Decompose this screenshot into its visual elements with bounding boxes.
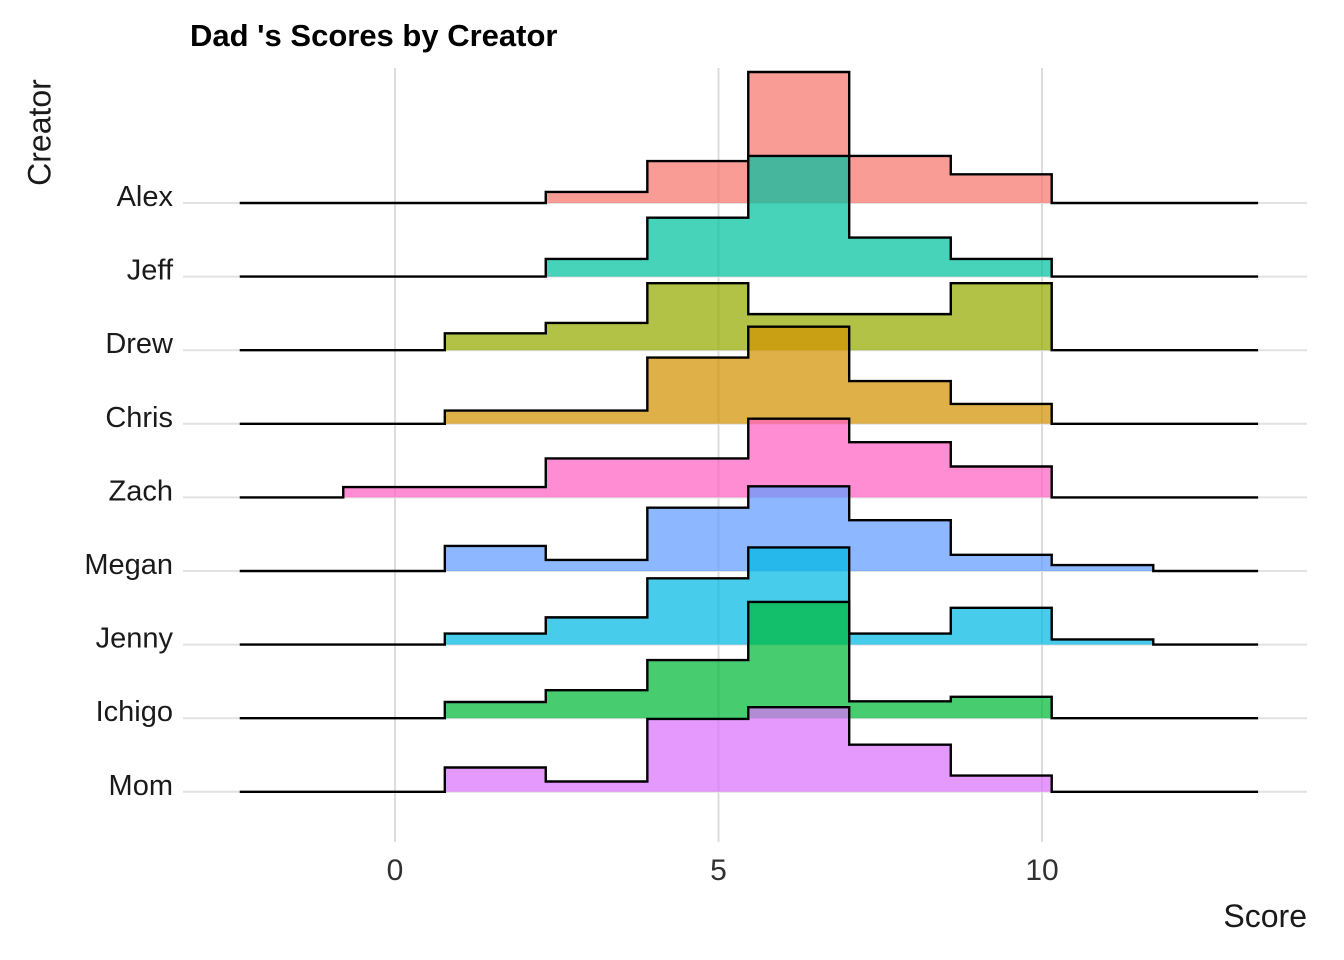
y-tick-label-drew: Drew [105, 328, 174, 360]
y-tick-label-jeff: Jeff [127, 255, 174, 287]
ridge-drew [239, 282, 1259, 352]
y-tick-label-jenny: Jenny [96, 623, 174, 655]
x-tick-label-0: 0 [387, 854, 404, 887]
ridge-ichigo [239, 600, 1259, 720]
y-tick-label-zach: Zach [109, 475, 173, 507]
ridge-jeff [239, 154, 1259, 278]
ridge-alex [239, 70, 1259, 205]
ridge-zach [239, 417, 1259, 499]
y-tick-label-chris: Chris [105, 402, 173, 434]
y-tick-label-alex: Alex [117, 181, 174, 213]
x-axis-title: Score [1223, 898, 1307, 934]
ridge-jenny [239, 546, 1259, 646]
ridge-mom [239, 705, 1259, 793]
ridge-megan [239, 485, 1259, 573]
y-tick-label-mom: Mom [109, 770, 173, 802]
y-axis-title: Creator [21, 79, 58, 186]
ridge-chris [239, 325, 1259, 425]
y-tick-label-megan: Megan [84, 549, 173, 581]
x-tick-label-10: 10 [1025, 854, 1058, 887]
y-tick-label-ichigo: Ichigo [96, 696, 173, 728]
chart-title: Dad 's Scores by Creator [190, 18, 558, 53]
x-tick-label-5: 5 [710, 854, 727, 887]
